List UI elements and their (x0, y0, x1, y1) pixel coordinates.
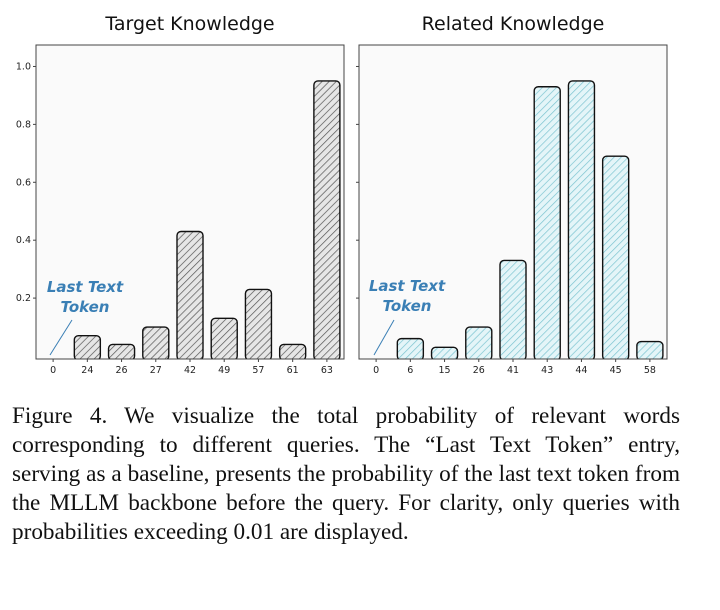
bar-49 (210, 317, 238, 361)
x-tick-label: 63 (321, 365, 333, 376)
bar-44 (567, 80, 596, 361)
y-tick-label: 0.2 (16, 293, 31, 304)
bar-61 (278, 343, 307, 361)
x-tick-label: 6 (407, 365, 413, 376)
bar-57 (244, 288, 273, 361)
bar-26 (465, 326, 493, 361)
chart-related-knowledge: Related Knowledge 0 6 15 26 41 43 44 45 58 Last … (356, 13, 668, 376)
y-axis (356, 65, 359, 299)
annotation-pointer (49, 319, 73, 356)
x-tick-label: 42 (184, 365, 196, 376)
bar-43 (533, 86, 561, 361)
bars (359, 80, 667, 364)
x-tick-label: 44 (575, 365, 587, 376)
last-text-token-annotation: Last Text Token (47, 278, 124, 356)
chart-target-knowledge: Target Knowledge 0.2 0.4 0.6 0.8 1.0 0 24 26 27… (16, 13, 345, 376)
annotation-line-2: Token (383, 297, 432, 315)
y-tick-label: 1.0 (16, 61, 31, 72)
last-text-token-annotation: Last Text Token (369, 277, 446, 356)
x-tick-label: 61 (287, 365, 299, 376)
bar-15 (430, 346, 459, 361)
x-tick-label: 0 (373, 365, 379, 376)
bar-27 (142, 326, 170, 361)
annotation-line-1: Last Text (47, 278, 124, 296)
bar-63 (313, 80, 341, 361)
chart-title: Related Knowledge (422, 13, 605, 35)
y-axis: 0.2 0.4 0.6 0.8 1.0 (16, 61, 36, 304)
annotation-line-2: Token (61, 298, 110, 316)
x-tick-label: 57 (252, 365, 264, 376)
x-tick-label: 15 (439, 365, 451, 376)
figure-charts: Target Knowledge 0.2 0.4 0.6 0.8 1.0 0 24 26 27… (16, 13, 668, 376)
bar-58 (636, 340, 664, 361)
x-tick-label: 0 (50, 365, 56, 376)
x-tick-label: 26 (116, 365, 128, 376)
x-tick-label: 27 (150, 365, 162, 376)
y-tick-label: 0.4 (16, 235, 31, 246)
bar-26 (107, 343, 136, 361)
annotation-line-1: Last Text (369, 277, 446, 295)
x-tick-label: 41 (507, 365, 519, 376)
chart-title: Target Knowledge (104, 13, 274, 35)
bar-42 (176, 230, 204, 361)
bar-24 (73, 335, 102, 361)
figure-caption: Figure 4. We visualize the total probabi… (12, 403, 680, 545)
bar-6 (396, 337, 425, 361)
x-tick-label: 45 (610, 365, 622, 376)
x-tick-label: 49 (218, 365, 230, 376)
x-tick-label: 26 (473, 365, 485, 376)
bar-41 (499, 259, 527, 361)
x-axis: 0 6 15 26 41 43 44 45 58 (373, 359, 656, 376)
y-tick-label: 0.6 (16, 177, 31, 188)
x-tick-label: 24 (81, 365, 93, 376)
bar-45 (601, 155, 630, 361)
x-tick-label: 43 (541, 365, 553, 376)
annotation-pointer (373, 319, 395, 356)
x-tick-label: 58 (644, 365, 656, 376)
y-tick-label: 0.8 (16, 119, 31, 130)
x-axis: 0 24 26 27 42 49 57 61 63 (50, 359, 333, 376)
